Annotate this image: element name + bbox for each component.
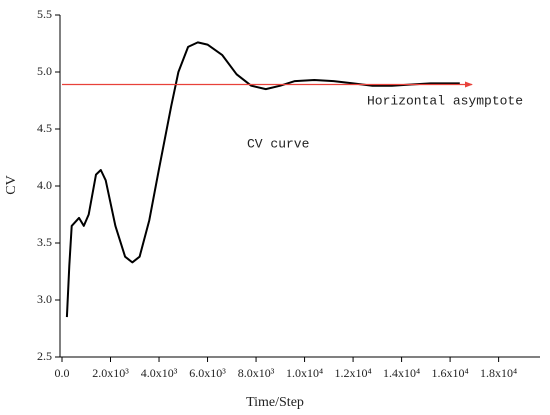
- x-tick-label: 0.0: [55, 366, 70, 380]
- x-tick-label: 1.2x10⁴: [334, 366, 371, 380]
- y-tick-label: 4.0: [37, 178, 52, 192]
- x-tick-label: 1.4x10⁴: [383, 366, 420, 380]
- y-tick-label: 5.5: [37, 7, 52, 21]
- annotation: CV curve: [247, 136, 309, 151]
- x-axis-label: Time/Step: [246, 395, 304, 410]
- y-tick-label: 3.5: [37, 235, 52, 249]
- y-axis-label: CV: [4, 175, 19, 194]
- x-tick-label: 1.8x10⁴: [480, 366, 517, 380]
- y-tick-label: 3.0: [37, 292, 52, 306]
- line-series: [65, 41, 460, 318]
- x-tick-label: 1.6x10⁴: [432, 366, 469, 380]
- y-tick-label: 4.5: [37, 121, 52, 135]
- y-tick-label: 5.0: [37, 64, 52, 78]
- x-tick-label: 8.0x10³: [238, 366, 275, 380]
- x-tick-label: 6.0x10³: [189, 366, 226, 380]
- x-tick-label: 2.0x10³: [92, 366, 129, 380]
- x-tick-label: 4.0x10³: [141, 366, 178, 380]
- x-tick-label: 1.0x10⁴: [286, 366, 323, 380]
- annotation: Horizontal asymptote: [367, 93, 523, 108]
- y-tick-label: 2.5: [37, 349, 52, 363]
